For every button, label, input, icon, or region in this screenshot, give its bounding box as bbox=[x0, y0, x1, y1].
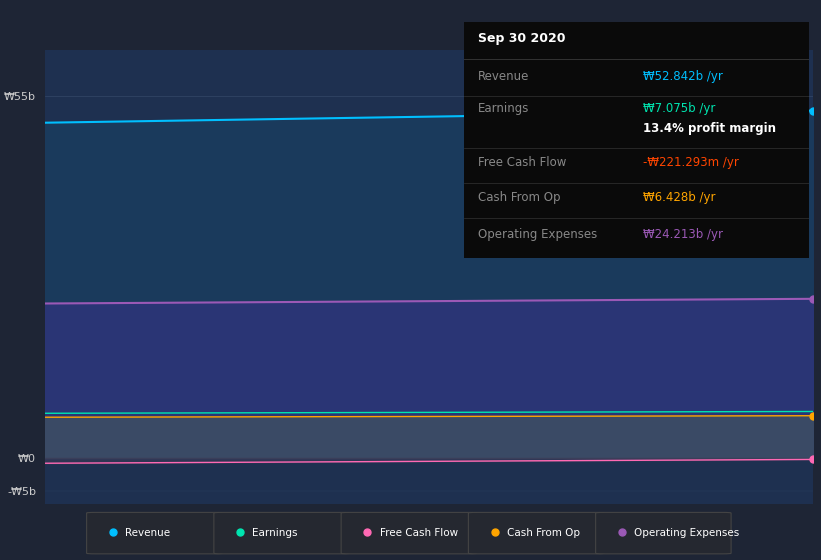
Text: ₩24.213b /yr: ₩24.213b /yr bbox=[643, 227, 723, 241]
Text: Earnings: Earnings bbox=[478, 102, 529, 115]
Text: Operating Expenses: Operating Expenses bbox=[635, 528, 740, 538]
Text: Operating Expenses: Operating Expenses bbox=[478, 227, 597, 241]
FancyBboxPatch shape bbox=[342, 512, 476, 554]
Text: 13.4% profit margin: 13.4% profit margin bbox=[643, 122, 776, 135]
Text: ₩6.428b /yr: ₩6.428b /yr bbox=[643, 191, 716, 204]
FancyBboxPatch shape bbox=[87, 512, 222, 554]
Text: Free Cash Flow: Free Cash Flow bbox=[379, 528, 458, 538]
FancyBboxPatch shape bbox=[595, 512, 731, 554]
Text: Earnings: Earnings bbox=[252, 528, 298, 538]
Text: Sep 30 2020: Sep 30 2020 bbox=[478, 32, 565, 45]
Text: ₩52.842b /yr: ₩52.842b /yr bbox=[643, 70, 723, 83]
Text: Revenue: Revenue bbox=[478, 70, 529, 83]
Text: -₩221.293m /yr: -₩221.293m /yr bbox=[643, 156, 739, 169]
Text: ₩7.075b /yr: ₩7.075b /yr bbox=[643, 102, 716, 115]
FancyBboxPatch shape bbox=[468, 512, 603, 554]
Text: Revenue: Revenue bbox=[125, 528, 170, 538]
Text: Free Cash Flow: Free Cash Flow bbox=[478, 156, 566, 169]
Text: Cash From Op: Cash From Op bbox=[478, 191, 560, 204]
Text: Cash From Op: Cash From Op bbox=[507, 528, 580, 538]
FancyBboxPatch shape bbox=[213, 512, 349, 554]
